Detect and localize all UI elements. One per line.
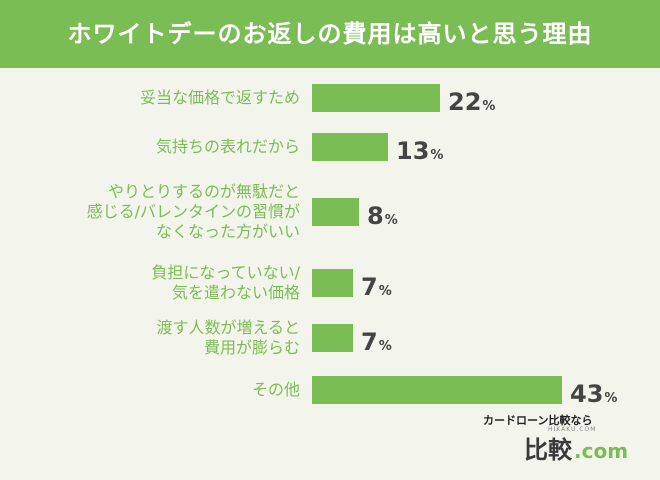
value-number: 43 bbox=[570, 380, 604, 408]
value-label: 7% bbox=[361, 273, 392, 306]
brand-logo-main: 比較 bbox=[524, 436, 572, 464]
bar bbox=[312, 133, 388, 161]
value-unit: % bbox=[430, 148, 444, 163]
value-label: 43% bbox=[570, 380, 617, 413]
category-label: 妥当な価格で返すため bbox=[139, 88, 300, 107]
value-unit: % bbox=[378, 284, 392, 299]
brand-tiny-text: HIKAKU.COM bbox=[548, 426, 597, 433]
category-label: やりとりするのが無駄だと 感じる/バレンタインの習慣が なくなった方がいい bbox=[86, 182, 300, 241]
brand-logo-com: .com bbox=[574, 439, 629, 463]
category-label: 気持ちの表れだから bbox=[155, 137, 300, 156]
bar bbox=[312, 376, 562, 404]
bar bbox=[312, 269, 353, 297]
brand-logo: 比較 .com bbox=[524, 430, 628, 465]
value-number: 8 bbox=[367, 202, 384, 230]
category-label: その他 bbox=[251, 380, 300, 399]
bar-chart: 妥当な価格で返すため 22% 気持ちの表れだから 13% やりとりするのが無駄だと 感じ… bbox=[0, 68, 660, 480]
value-unit: % bbox=[482, 99, 496, 114]
value-number: 7 bbox=[361, 328, 378, 356]
chart-title: ホワイトデーのお返しの費用は高いと思う理由 bbox=[0, 0, 660, 68]
value-unit: % bbox=[378, 339, 392, 354]
category-label: 負担になっていない/ 気を遣わない価格 bbox=[151, 263, 300, 302]
value-label: 13% bbox=[396, 137, 443, 170]
value-number: 22 bbox=[448, 88, 482, 116]
value-label: 7% bbox=[361, 328, 392, 361]
value-label: 8% bbox=[367, 202, 398, 235]
bar bbox=[312, 198, 359, 226]
value-label: 22% bbox=[448, 88, 495, 121]
value-unit: % bbox=[384, 213, 398, 228]
category-label: 渡す人数が増えると 費用が膨らむ bbox=[156, 318, 300, 357]
bar bbox=[312, 84, 440, 112]
bar bbox=[312, 324, 353, 352]
value-unit: % bbox=[604, 391, 618, 406]
value-number: 7 bbox=[361, 273, 378, 301]
value-number: 13 bbox=[396, 137, 430, 165]
brand-subtitle: カードローン比較なら bbox=[483, 414, 593, 427]
